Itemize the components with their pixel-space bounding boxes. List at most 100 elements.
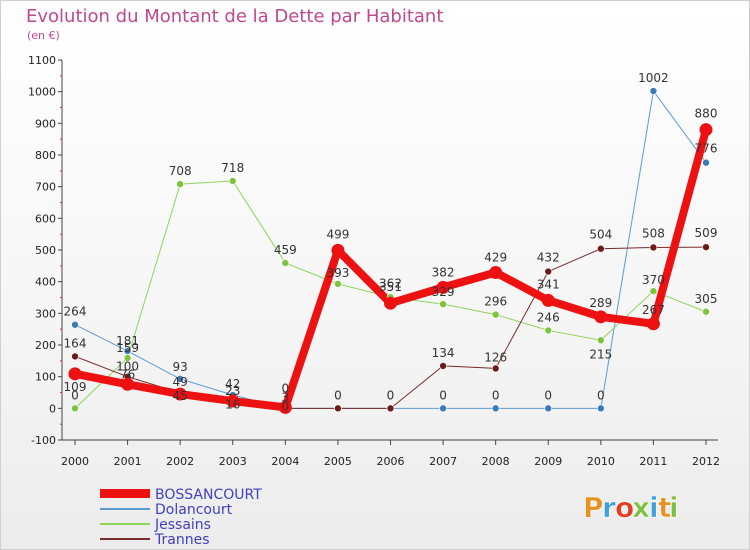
logo-letter: i	[649, 491, 659, 524]
data-label: 45	[173, 389, 188, 403]
x-tick-label: 2010	[587, 455, 615, 468]
data-label: 1002	[638, 71, 669, 85]
data-label: 0	[282, 381, 290, 395]
data-label: 0	[334, 388, 342, 402]
data-label: 296	[484, 295, 507, 309]
data-label: 432	[537, 251, 560, 265]
legend-swatch	[100, 489, 150, 498]
series-line-trannes	[74, 246, 707, 409]
series-points	[68, 87, 713, 414]
chart-subtitle: (en €)	[27, 29, 60, 42]
data-label: 23	[225, 384, 240, 398]
data-label: 305	[695, 292, 718, 306]
data-label: 126	[484, 350, 507, 364]
x-tick-label: 2003	[219, 455, 247, 468]
x-tick-label: 2005	[324, 455, 352, 468]
legend-label: Dolancourt	[155, 502, 233, 518]
proxiti-logo: Pr oxi ti	[583, 491, 679, 525]
data-point	[226, 394, 240, 408]
x-tick-label: 2002	[166, 455, 194, 468]
y-tick-label: 500	[35, 244, 56, 257]
y-tick-label: 700	[35, 181, 56, 194]
y-tick-label: 100	[35, 371, 56, 384]
data-point	[702, 307, 710, 316]
logo-letter: t	[658, 491, 671, 524]
data-label: 159	[116, 341, 139, 355]
data-point	[597, 336, 605, 345]
data-point	[544, 404, 553, 413]
data-label: 351	[379, 280, 402, 294]
chart-title: Evolution du Montant de la Dette par Hab…	[26, 6, 443, 27]
data-label: 341	[537, 277, 560, 291]
x-tick-label: 2012	[692, 455, 720, 468]
y-tick-label: 800	[35, 149, 56, 162]
data-point	[228, 177, 237, 185]
data-point	[491, 310, 500, 319]
data-label: 100	[116, 360, 139, 374]
data-point	[649, 243, 658, 252]
data-label: 215	[589, 347, 612, 361]
data-label: 362	[379, 277, 402, 291]
data-point	[384, 296, 397, 310]
y-tick-label: 0	[49, 402, 56, 415]
data-label: 718	[221, 161, 244, 175]
logo-letter: o	[615, 491, 634, 524]
axes: -100010020030040050060070080090010001100…	[28, 54, 720, 468]
data-point	[702, 158, 710, 167]
data-label: 509	[695, 226, 718, 240]
data-label: 382	[432, 265, 455, 279]
data-label: 708	[169, 164, 192, 178]
data-label: 0	[71, 388, 79, 402]
data-point	[176, 180, 184, 188]
data-label: 0	[544, 388, 552, 402]
data-point	[436, 280, 450, 294]
logo-letter: i	[669, 491, 679, 524]
data-label: 164	[64, 336, 87, 350]
x-tick-label: 2000	[61, 455, 89, 468]
data-point	[439, 362, 447, 370]
data-label: 429	[484, 250, 507, 264]
data-point	[544, 326, 553, 335]
y-tick-label: 900	[35, 117, 56, 130]
data-point	[71, 404, 79, 413]
data-label: 393	[326, 266, 349, 280]
data-label: 0	[492, 388, 500, 402]
data-point	[334, 280, 342, 288]
data-point	[702, 243, 710, 251]
y-tick-label: 400	[35, 276, 56, 289]
data-label: 459	[274, 243, 297, 257]
data-label: 181	[116, 334, 139, 348]
data-point	[649, 287, 658, 295]
data-point	[71, 352, 79, 361]
data-point	[281, 259, 290, 267]
data-point	[649, 87, 658, 95]
x-tick-label: 2011	[639, 455, 667, 468]
y-tick-label: 600	[35, 212, 56, 225]
data-point	[71, 320, 79, 329]
data-label: 289	[589, 296, 612, 310]
data-point	[491, 364, 500, 373]
data-label: 329	[432, 285, 455, 299]
data-label: 49	[173, 375, 188, 389]
y-tick-label: 300	[35, 307, 56, 320]
data-point	[541, 293, 555, 307]
data-label: 76	[120, 367, 135, 381]
x-tick-label: 2004	[271, 455, 299, 468]
data-point	[699, 123, 713, 137]
y-tick-label: 1000	[28, 86, 56, 99]
data-label: 0	[387, 388, 395, 402]
data-label: 0	[439, 388, 447, 402]
data-point	[68, 367, 82, 381]
data-label: 16	[225, 397, 240, 411]
data-label: 0	[282, 399, 290, 413]
data-label: 0	[597, 388, 605, 402]
y-tick-label: 1100	[28, 54, 56, 67]
data-label: 264	[64, 305, 87, 319]
data-point	[594, 310, 608, 324]
data-label: 370	[642, 273, 665, 287]
data-point	[646, 317, 660, 331]
x-tick-label: 2008	[482, 455, 510, 468]
data-point	[597, 404, 605, 413]
